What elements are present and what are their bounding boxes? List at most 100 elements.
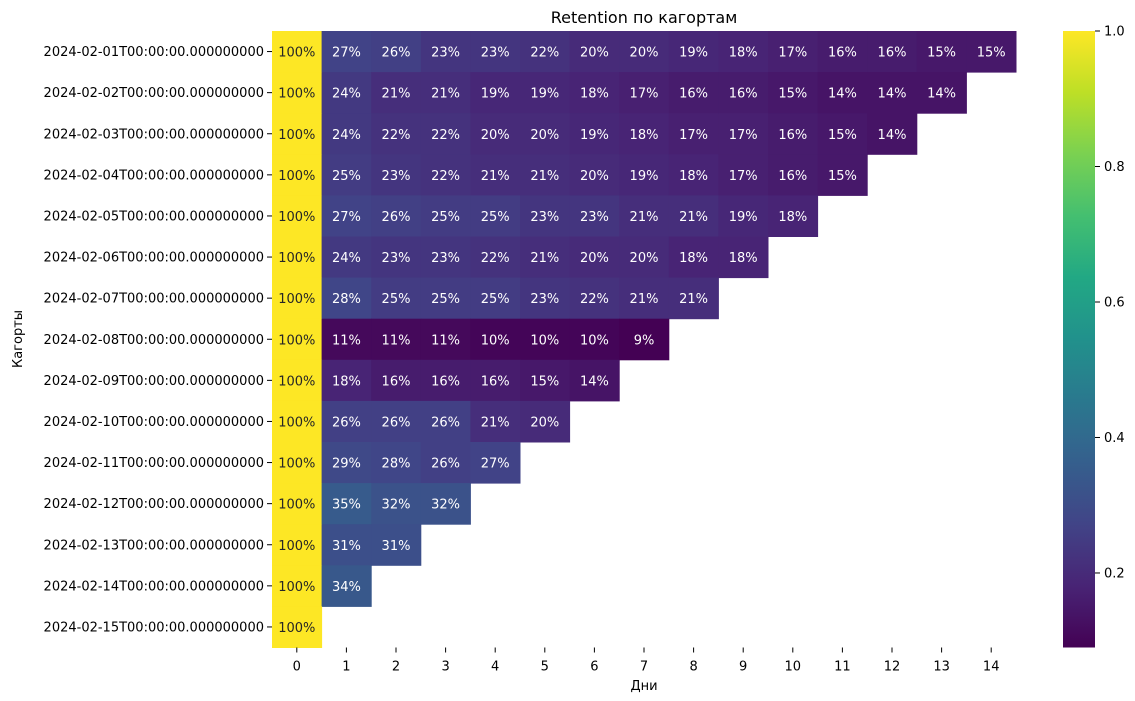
heatmap-cell [470, 318, 521, 361]
cell-value-label: 23% [481, 46, 510, 61]
cell-value-label: 10% [530, 333, 559, 348]
cell-value-label: 14% [927, 87, 956, 102]
cell-value-label: 28% [332, 292, 361, 307]
heatmap-cell [867, 113, 918, 155]
heatmap-cell [371, 236, 422, 279]
heatmap-cell [420, 483, 471, 525]
heatmap-cell [272, 359, 323, 402]
cell-value-label: 19% [630, 169, 659, 184]
heatmap-cell [718, 154, 769, 196]
heatmap-cell [272, 318, 323, 361]
cell-value-label: 15% [530, 374, 559, 389]
cell-value-label: 19% [481, 87, 510, 102]
heatmap-cell [619, 236, 670, 279]
heatmap-cell [272, 236, 323, 279]
cell-value-label: 15% [778, 87, 807, 102]
cell-value-label: 18% [679, 251, 708, 266]
cell-value-label: 100% [278, 415, 315, 430]
cell-value-label: 21% [630, 292, 659, 307]
cell-value-label: 11% [431, 333, 460, 348]
cell-value-label: 14% [828, 87, 857, 102]
cell-value-label: 17% [729, 169, 758, 184]
cell-value-label: 21% [481, 169, 510, 184]
cell-value-label: 17% [679, 128, 708, 143]
cell-value-label: 25% [431, 210, 460, 225]
heatmap-cell [867, 31, 918, 73]
cell-value-label: 100% [278, 87, 315, 102]
heatmap-cell [371, 277, 422, 320]
heatmap-cell [420, 72, 471, 114]
x-tick-label: 5 [541, 660, 549, 675]
heatmap-cell [668, 277, 719, 320]
heatmap-cell [718, 72, 769, 114]
x-tick-label: 6 [590, 660, 598, 675]
cell-value-label: 10% [580, 333, 609, 348]
heatmap-cell [619, 277, 670, 320]
x-tick-label: 11 [834, 660, 851, 675]
heatmap-cell [520, 400, 571, 443]
heatmap-cell [420, 236, 471, 279]
x-tick-label: 12 [884, 660, 901, 675]
heatmap-cell [569, 154, 620, 196]
x-tick-label: 14 [983, 660, 1000, 675]
heatmap-cell [768, 195, 819, 237]
heatmap-cell [272, 195, 323, 237]
cell-value-label: 20% [530, 128, 559, 143]
cell-value-label: 20% [481, 128, 510, 143]
heatmap-cell [619, 154, 670, 196]
cell-value-label: 21% [530, 251, 559, 266]
cell-value-label: 22% [431, 169, 460, 184]
heatmap-cell [470, 72, 521, 114]
cell-value-label: 34% [332, 580, 361, 595]
heatmap-cell [420, 154, 471, 196]
cell-value-label: 24% [332, 87, 361, 102]
cell-value-label: 100% [278, 169, 315, 184]
cell-value-label: 27% [481, 457, 510, 472]
heatmap-cells: 100% 27% 26% 23% 23% 22% 20% 20% 19% 18% 17% 16% 16%… [272, 31, 1017, 648]
colorbar: 0.2 0.4 0.6 0.8 1.0 [1063, 25, 1125, 648]
heatmap-cell [520, 31, 571, 73]
x-tick-label: 13 [933, 660, 950, 675]
heatmap-cell [718, 195, 769, 237]
heatmap-cell [966, 31, 1017, 73]
heatmap-cell [321, 113, 372, 155]
heatmap-cell [916, 31, 967, 73]
cell-value-label: 14% [878, 87, 907, 102]
cell-value-label: 25% [481, 292, 510, 307]
y-tick-label: 2024-02-10T00:00:00.000000000 [44, 415, 264, 430]
heatmap-cell [371, 195, 422, 237]
heatmap-cell [321, 483, 372, 525]
cell-value-label: 25% [481, 210, 510, 225]
y-tick-label: 2024-02-03T00:00:00.000000000 [44, 127, 264, 142]
heatmap-cell [420, 442, 471, 484]
cell-value-label: 20% [630, 251, 659, 266]
cell-value-label: 23% [580, 210, 609, 225]
x-tick-label: 9 [739, 660, 747, 675]
cell-value-label: 18% [630, 128, 659, 143]
cell-value-label: 100% [278, 457, 315, 472]
heatmap-cell [420, 359, 471, 402]
cell-value-label: 26% [431, 457, 460, 472]
cell-value-label: 14% [580, 374, 609, 389]
cell-value-label: 18% [729, 251, 758, 266]
heatmap-cell [272, 483, 323, 525]
heatmap-cell [420, 31, 471, 73]
cell-value-label: 18% [580, 87, 609, 102]
cell-value-label: 19% [679, 46, 708, 61]
cell-value-label: 22% [530, 46, 559, 61]
heatmap-cell [470, 195, 521, 237]
heatmap-cell [768, 72, 819, 114]
heatmap-cell [371, 359, 422, 402]
cell-value-label: 28% [382, 457, 411, 472]
heatmap-cell [272, 113, 323, 155]
heatmap-cell [321, 72, 372, 114]
heatmap-cell [569, 236, 620, 279]
cell-value-label: 100% [278, 333, 315, 348]
cell-value-label: 22% [382, 128, 411, 143]
y-tick-label: 2024-02-04T00:00:00.000000000 [44, 168, 264, 183]
cell-value-label: 16% [679, 87, 708, 102]
heatmap-cell [272, 31, 323, 73]
cell-value-label: 19% [580, 128, 609, 143]
cell-value-label: 15% [927, 46, 956, 61]
heatmap-cell [470, 236, 521, 279]
